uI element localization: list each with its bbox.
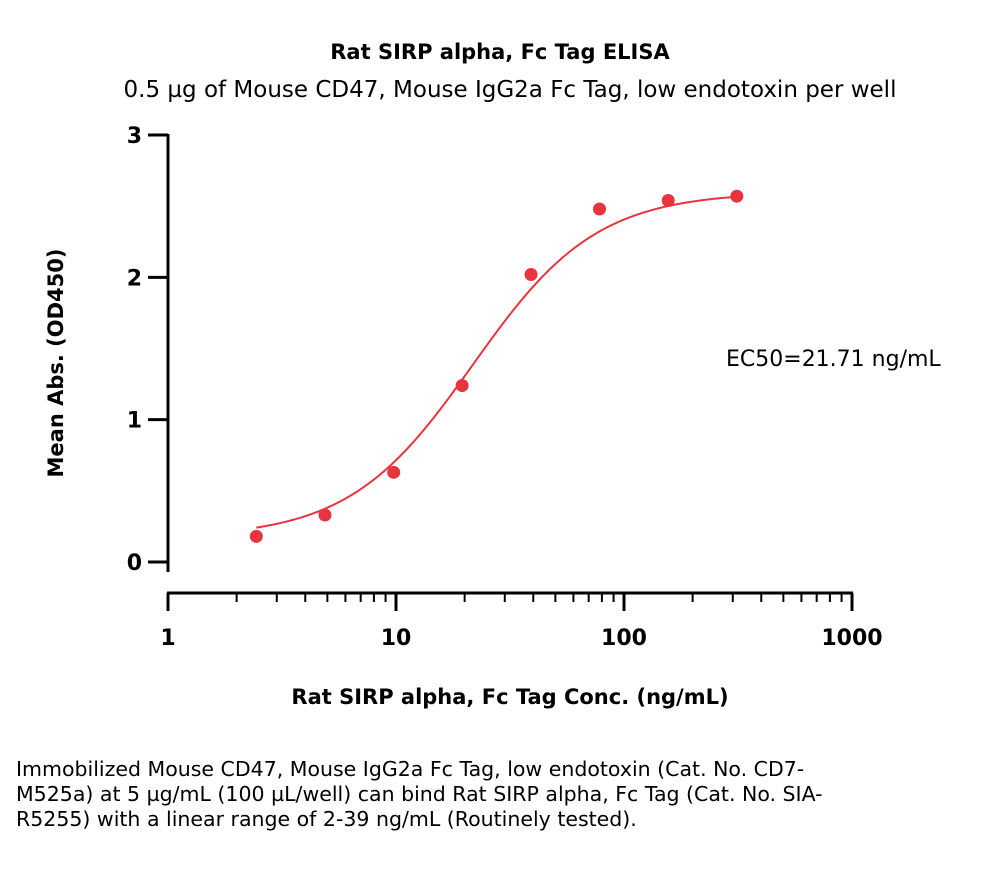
data-point — [730, 189, 744, 203]
x-tick-label: 10 — [381, 626, 412, 651]
y-axis-title: Mean Abs. (OD450) — [44, 249, 68, 478]
axes: 0 1 2 3 1 10 100 1000 — [127, 124, 883, 651]
x-axis-title: Rat SIRP alpha, Fc Tag Conc. (ng/mL) — [291, 685, 728, 709]
y-tick-label: 3 — [127, 124, 142, 149]
y-tick-label: 2 — [127, 266, 142, 291]
x-tick-label: 1 — [160, 626, 175, 651]
data-point — [661, 193, 675, 207]
data-point — [593, 202, 607, 216]
y-tick-label: 0 — [127, 551, 142, 576]
data-point — [387, 465, 401, 479]
figure-caption: Immobilized Mouse CD47, Mouse IgG2a Fc T… — [16, 757, 823, 831]
ec50-annotation: EC50=21.71 ng/mL — [726, 347, 941, 372]
fit-curve — [256, 195, 737, 529]
chart-plot: 0 1 2 3 1 10 100 1000 Rat SIRP alpha, Fc Tag Co… — [44, 124, 941, 709]
data-point — [318, 508, 332, 522]
data-point — [249, 529, 263, 543]
data-point — [524, 267, 538, 281]
fit-curve-layer — [256, 195, 737, 529]
x-tick-label: 1000 — [821, 626, 882, 651]
data-points-layer — [249, 189, 744, 543]
data-point — [455, 379, 469, 393]
x-tick-label: 100 — [601, 626, 647, 651]
y-tick-label: 1 — [127, 409, 142, 434]
chart-subtitle: 0.5 µg of Mouse CD47, Mouse IgG2a Fc Tag… — [123, 77, 897, 103]
chart-title: Rat SIRP alpha, Fc Tag ELISA — [330, 40, 670, 64]
